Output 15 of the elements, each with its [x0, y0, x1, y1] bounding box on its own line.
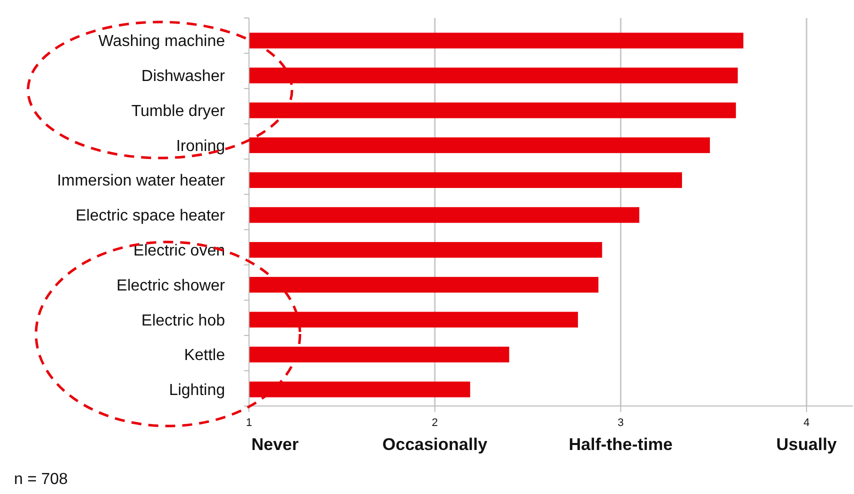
y-tick-label: Washing machine — [98, 33, 226, 50]
y-tick-label: Electric shower — [116, 277, 226, 294]
y-tick-label: Ironing — [176, 138, 225, 155]
x-tick-label: 2 Occasionally — [382, 417, 488, 454]
text: n = 708 — [14, 471, 68, 488]
x-tick-label: 4 Usually — [776, 417, 838, 454]
y-tick-label: Tumble dryer — [131, 102, 226, 120]
y-tick-label: Lighting — [168, 382, 225, 400]
y-tick-label: Kettle — [184, 347, 226, 364]
x-tick-label: 1 Never — [246, 417, 300, 454]
y-tick-label: Electric space heater — [76, 208, 226, 225]
y-tick-label: Dishwasher — [141, 68, 226, 86]
x-tick-label: 3 Half-the-time — [568, 417, 673, 454]
y-tick-label: Electric hob — [141, 312, 226, 330]
y-tick-label: Immersion water heater — [56, 172, 226, 190]
